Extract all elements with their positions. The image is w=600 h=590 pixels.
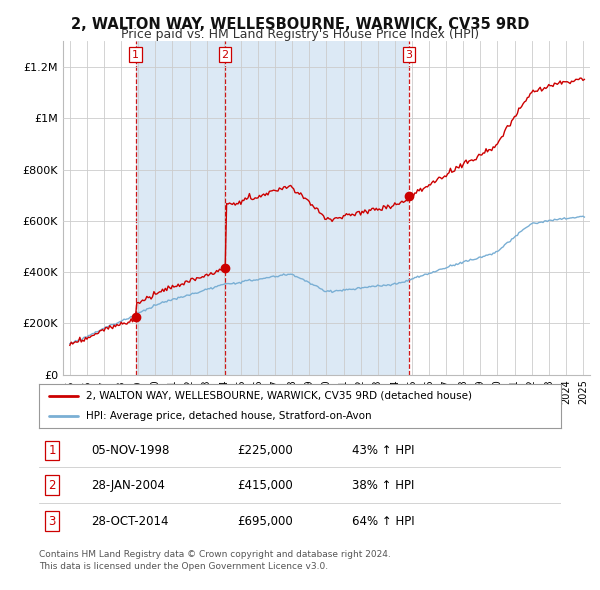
Text: 43% ↑ HPI: 43% ↑ HPI [352, 444, 415, 457]
Text: 2, WALTON WAY, WELLESBOURNE, WARWICK, CV35 9RD (detached house): 2, WALTON WAY, WELLESBOURNE, WARWICK, CV… [86, 391, 472, 401]
Text: 28-OCT-2014: 28-OCT-2014 [91, 515, 169, 528]
Text: 05-NOV-1998: 05-NOV-1998 [91, 444, 170, 457]
Text: 3: 3 [406, 50, 413, 60]
Text: 1: 1 [48, 444, 56, 457]
Text: 64% ↑ HPI: 64% ↑ HPI [352, 515, 415, 528]
Text: 38% ↑ HPI: 38% ↑ HPI [352, 478, 415, 492]
Text: 2: 2 [48, 478, 56, 492]
Text: 3: 3 [49, 515, 56, 528]
Bar [225, 41, 409, 375]
Text: 1: 1 [132, 50, 139, 60]
Text: £415,000: £415,000 [238, 478, 293, 492]
Text: 2: 2 [221, 50, 229, 60]
Text: £695,000: £695,000 [238, 515, 293, 528]
Text: £225,000: £225,000 [238, 444, 293, 457]
Text: HPI: Average price, detached house, Stratford-on-Avon: HPI: Average price, detached house, Stra… [86, 411, 371, 421]
Text: Price paid vs. HM Land Registry's House Price Index (HPI): Price paid vs. HM Land Registry's House … [121, 28, 479, 41]
Text: 2, WALTON WAY, WELLESBOURNE, WARWICK, CV35 9RD: 2, WALTON WAY, WELLESBOURNE, WARWICK, CV… [71, 17, 529, 31]
Bar [136, 41, 225, 375]
Text: 28-JAN-2004: 28-JAN-2004 [91, 478, 165, 492]
Text: This data is licensed under the Open Government Licence v3.0.: This data is licensed under the Open Gov… [39, 562, 328, 571]
Text: Contains HM Land Registry data © Crown copyright and database right 2024.: Contains HM Land Registry data © Crown c… [39, 550, 391, 559]
